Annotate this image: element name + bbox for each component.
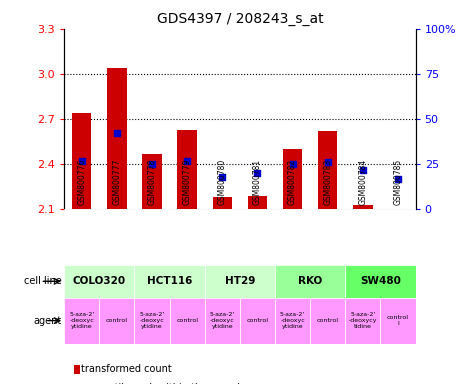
- Text: GSM800779: GSM800779: [183, 158, 191, 205]
- Text: GSM800781: GSM800781: [253, 158, 262, 205]
- Point: [254, 170, 261, 176]
- Point: [78, 157, 86, 164]
- Bar: [64, 265, 134, 298]
- Text: control: control: [106, 318, 128, 323]
- Bar: [345, 154, 380, 209]
- Text: cell line: cell line: [24, 276, 62, 286]
- Bar: [213, 197, 232, 209]
- Text: percentile rank within the sample: percentile rank within the sample: [81, 383, 246, 384]
- Text: GSM800784: GSM800784: [359, 158, 367, 205]
- Bar: [205, 265, 275, 298]
- Bar: [142, 154, 162, 209]
- Bar: [178, 129, 197, 209]
- Point: [394, 175, 402, 182]
- Point: [113, 131, 121, 137]
- Point: [148, 161, 156, 167]
- Text: control
l: control l: [387, 315, 409, 326]
- Bar: [275, 298, 310, 344]
- Text: GSM800785: GSM800785: [394, 158, 402, 205]
- Text: 5-aza-2'
-deoxyc
ytidine: 5-aza-2' -deoxyc ytidine: [280, 312, 305, 329]
- Bar: [134, 154, 170, 209]
- Bar: [64, 298, 99, 344]
- Text: transformed count: transformed count: [81, 364, 171, 374]
- Point: [324, 159, 332, 166]
- Bar: [99, 154, 134, 209]
- Point: [289, 161, 296, 167]
- Bar: [353, 205, 372, 209]
- Text: HT29: HT29: [225, 276, 255, 286]
- Text: 5-aza-2'
-deoxyc
ytidine: 5-aza-2' -deoxyc ytidine: [139, 312, 165, 329]
- Bar: [275, 154, 310, 209]
- Bar: [310, 154, 345, 209]
- Text: RKO: RKO: [298, 276, 323, 286]
- Bar: [240, 154, 275, 209]
- Bar: [134, 298, 170, 344]
- Text: control: control: [317, 318, 339, 323]
- Bar: [99, 298, 134, 344]
- Text: GSM800782: GSM800782: [288, 158, 297, 205]
- Bar: [283, 149, 302, 209]
- Bar: [240, 298, 275, 344]
- Bar: [205, 154, 240, 209]
- Title: GDS4397 / 208243_s_at: GDS4397 / 208243_s_at: [157, 12, 323, 26]
- Text: HCT116: HCT116: [147, 276, 192, 286]
- Bar: [318, 131, 337, 209]
- Bar: [345, 298, 380, 344]
- Bar: [170, 298, 205, 344]
- Text: SW480: SW480: [360, 276, 401, 286]
- Bar: [345, 265, 416, 298]
- Text: control: control: [176, 318, 198, 323]
- Text: GSM800783: GSM800783: [323, 158, 332, 205]
- Text: GSM800776: GSM800776: [77, 158, 86, 205]
- Bar: [170, 154, 205, 209]
- Bar: [64, 154, 99, 209]
- Text: GSM800780: GSM800780: [218, 158, 227, 205]
- Text: 5-aza-2'
-deoxyc
ytidine: 5-aza-2' -deoxyc ytidine: [69, 312, 95, 329]
- Text: GSM800777: GSM800777: [113, 158, 121, 205]
- Point: [359, 167, 367, 173]
- Bar: [72, 113, 91, 209]
- Bar: [134, 265, 205, 298]
- Text: agent: agent: [34, 316, 62, 326]
- Bar: [380, 154, 416, 209]
- Point: [183, 157, 191, 164]
- Text: GSM800778: GSM800778: [148, 158, 156, 205]
- Bar: [107, 68, 126, 209]
- Text: 5-aza-2'
-deoxycy
tidine: 5-aza-2' -deoxycy tidine: [349, 312, 377, 329]
- Bar: [248, 196, 267, 209]
- Bar: [310, 298, 345, 344]
- Text: COLO320: COLO320: [73, 276, 126, 286]
- Bar: [205, 298, 240, 344]
- Bar: [380, 298, 416, 344]
- Bar: [275, 265, 345, 298]
- Text: 5-aza-2'
-deoxyc
ytidine: 5-aza-2' -deoxyc ytidine: [209, 312, 235, 329]
- Text: control: control: [247, 318, 268, 323]
- Point: [218, 174, 226, 180]
